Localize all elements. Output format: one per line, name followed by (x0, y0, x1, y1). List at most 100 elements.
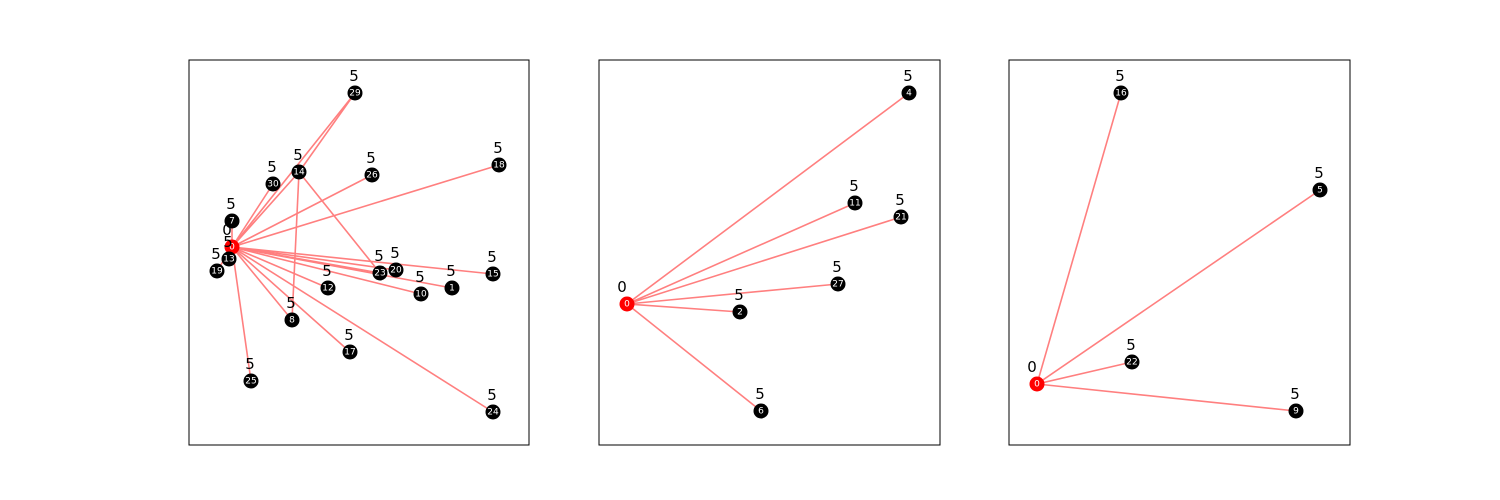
node-marker (485, 404, 501, 420)
node-score-label: 5 (293, 146, 303, 164)
graph-node: 255 (243, 355, 259, 389)
graph-node: 155 (485, 248, 501, 282)
node-marker (413, 286, 429, 302)
root-node: 00 (1027, 358, 1045, 392)
node-score-label: 5 (322, 262, 332, 280)
node-id-label: 5 (1317, 186, 1323, 196)
edge (231, 246, 422, 295)
node-marker (221, 251, 237, 267)
edge (298, 171, 381, 274)
graph-node: 215 (893, 191, 909, 225)
node-id-label: 22 (1126, 358, 1137, 368)
node-marker (209, 263, 225, 279)
node-marker (1113, 85, 1129, 101)
node-id-label: 12 (322, 284, 333, 294)
node-id-label: 29 (349, 89, 361, 99)
node-marker (284, 312, 300, 328)
node-id-label: 14 (293, 168, 305, 178)
edge (1036, 92, 1122, 385)
edge (626, 303, 741, 313)
edge (626, 202, 856, 305)
node-marker (265, 176, 281, 192)
graph-node: 85 (284, 294, 300, 328)
node-id-label: 20 (390, 266, 402, 276)
graph-node: 175 (342, 326, 358, 360)
edge (298, 92, 356, 173)
graph-node: 125 (320, 262, 336, 296)
node-score-label: 5 (245, 355, 255, 373)
panel-frame (598, 59, 941, 446)
node-id-label: 8 (289, 316, 295, 326)
node-score-label: 5 (1115, 67, 1125, 85)
node-marker (732, 304, 748, 320)
graph-node: 55 (1312, 164, 1328, 198)
graph-node: 65 (753, 385, 769, 419)
graph-node: 95 (1288, 385, 1304, 419)
node-score-label: 5 (415, 268, 425, 286)
graph-node: 195 (209, 245, 225, 279)
node-score-label: 5 (446, 262, 456, 280)
node-id-label: 27 (832, 280, 843, 290)
edge (231, 246, 397, 271)
node-score-label: 0 (222, 221, 232, 239)
node-score-label: 5 (286, 294, 296, 312)
graph-node: 265 (364, 149, 380, 183)
node-score-label: 0 (1027, 358, 1037, 376)
node-marker (893, 209, 909, 225)
node-id-label: 17 (344, 348, 355, 358)
node-score-label: 5 (223, 233, 233, 251)
node-marker (444, 280, 460, 296)
graph-node: 105 (413, 268, 429, 302)
node-id-label: 24 (487, 408, 499, 418)
graph-node: 295 (347, 67, 363, 101)
node-marker (491, 157, 507, 173)
node-score-label: 5 (1314, 164, 1324, 182)
edge (231, 174, 373, 248)
node-marker (372, 265, 388, 281)
node-marker (364, 167, 380, 183)
edge (231, 246, 329, 289)
node-score-label: 5 (487, 386, 497, 404)
edge (231, 164, 500, 248)
node-marker (224, 239, 240, 255)
node-id-label: 18 (493, 161, 505, 171)
node-marker (753, 403, 769, 419)
node-marker (320, 280, 336, 296)
edge (231, 171, 300, 248)
node-score-label: 5 (226, 195, 236, 213)
node-marker (1312, 182, 1328, 198)
edge (231, 246, 453, 289)
node-score-label: 5 (755, 385, 765, 403)
node-id-label: 0 (1034, 380, 1040, 390)
node-marker (1288, 403, 1304, 419)
node-id-label: 0 (624, 300, 630, 310)
edge (1036, 383, 1297, 412)
node-score-label: 5 (903, 67, 913, 85)
graph-node: 225 (1124, 336, 1140, 370)
node-id-label: 10 (415, 290, 427, 300)
node-score-label: 5 (493, 139, 503, 157)
graph-node: 245 (485, 386, 501, 420)
edge (626, 92, 910, 305)
edge (231, 246, 494, 275)
node-marker (243, 373, 259, 389)
edge (626, 216, 902, 305)
edge (231, 246, 494, 413)
node-score-label: 5 (374, 247, 384, 265)
node-marker (847, 195, 863, 211)
graph-node: 45 (901, 67, 917, 101)
node-score-label: 0 (617, 278, 627, 296)
node-marker (347, 85, 363, 101)
node-score-label: 5 (390, 244, 400, 262)
node-score-label: 5 (849, 177, 859, 195)
graph-node: 235 (372, 247, 388, 281)
node-id-label: 7 (229, 217, 235, 227)
edge (626, 283, 839, 305)
node-id-label: 9 (1293, 407, 1299, 417)
node-marker (830, 276, 846, 292)
edge (1036, 361, 1133, 385)
node-score-label: 5 (211, 245, 221, 263)
